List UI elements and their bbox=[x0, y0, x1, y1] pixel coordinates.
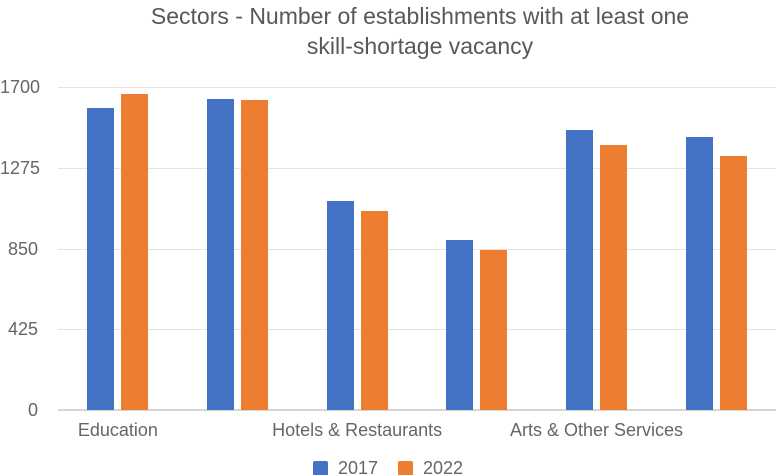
gridline-425 bbox=[58, 329, 776, 331]
y-tick-label-0: 0 bbox=[27, 400, 38, 420]
y-tick-label-850: 850 bbox=[7, 238, 38, 259]
gridline-1700 bbox=[58, 87, 776, 88]
gridline-1275 bbox=[58, 167, 776, 169]
legend: 2017 2022 bbox=[0, 458, 776, 475]
bar-2022-group1 bbox=[121, 93, 149, 410]
bar-2017-group6 bbox=[685, 137, 713, 410]
legend-item-2017: 2017 bbox=[312, 458, 378, 475]
bar-2022-group3 bbox=[360, 210, 388, 410]
x-tick-label-arts-other-services: Arts & Other Services bbox=[509, 420, 684, 440]
chart-title: Sectors - Number of establishments with … bbox=[150, 3, 690, 59]
legend-label-2022: 2022 bbox=[423, 458, 464, 475]
gridline-850 bbox=[58, 248, 776, 250]
bar-2017-group4 bbox=[446, 239, 474, 410]
bar-2022-group4 bbox=[480, 250, 508, 410]
legend-item-2022: 2022 bbox=[398, 458, 463, 475]
bar-2017-group1 bbox=[87, 107, 115, 410]
bar-2017-group2 bbox=[207, 99, 234, 410]
legend-label-2017: 2017 bbox=[337, 458, 378, 475]
bar-2017-group5 bbox=[566, 129, 593, 410]
bar-2022-group5 bbox=[600, 144, 627, 410]
x-tick-label-education: Education bbox=[77, 420, 158, 440]
legend-swatch-2022 bbox=[398, 461, 413, 475]
y-tick-label-425: 425 bbox=[7, 319, 38, 340]
bar-2022-group2 bbox=[241, 100, 268, 410]
bar-2017-group3 bbox=[326, 201, 354, 410]
x-axis-line bbox=[58, 409, 776, 411]
x-tick-label-hotels-restaurants: Hotels & Restaurants bbox=[272, 420, 443, 440]
y-tick-label-1700: 1700 bbox=[0, 77, 41, 97]
legend-swatch-2017 bbox=[312, 461, 328, 475]
bar-2022-group6 bbox=[719, 156, 747, 410]
y-tick-label-1275: 1275 bbox=[0, 157, 41, 178]
